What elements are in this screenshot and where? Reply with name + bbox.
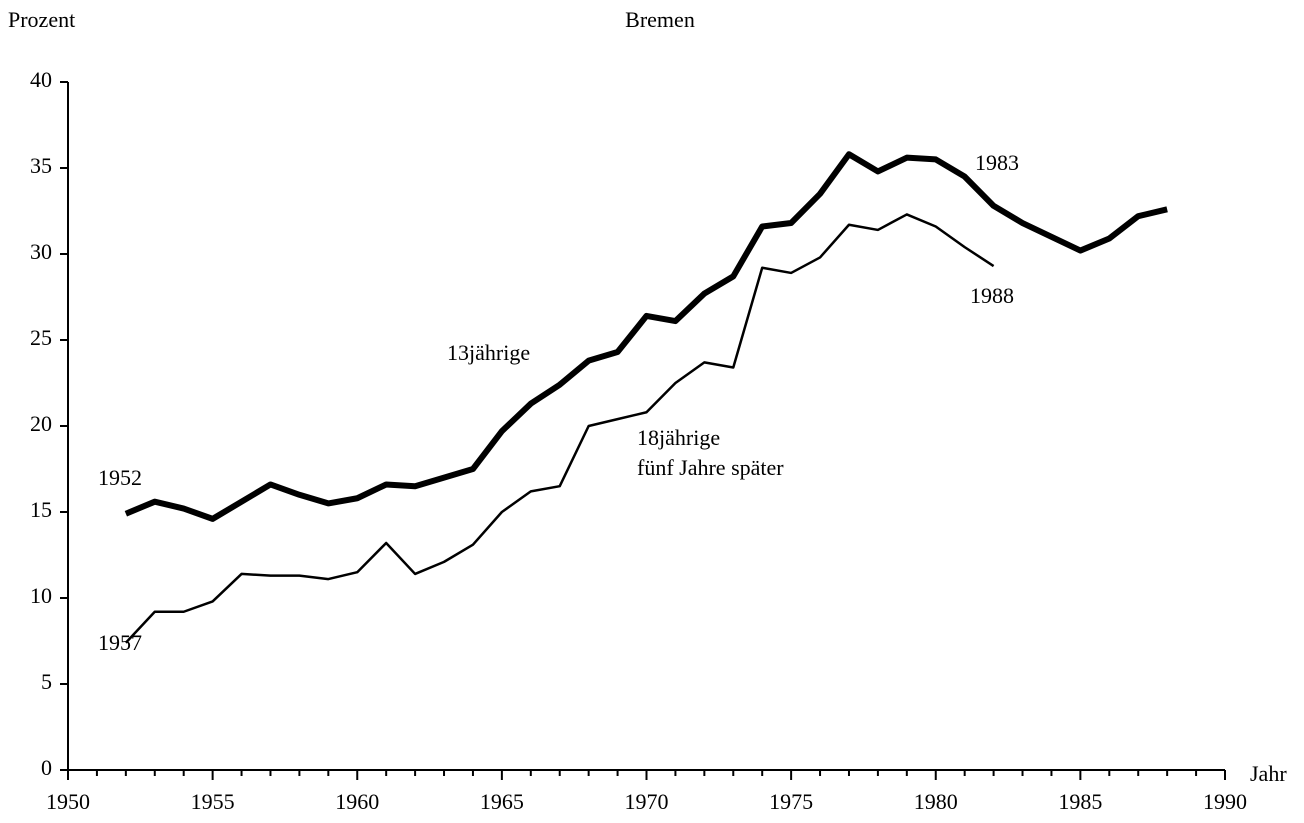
- y-tick-label: 15: [30, 497, 52, 522]
- annotation: 1952: [98, 465, 142, 490]
- x-tick-label: 1970: [625, 789, 669, 814]
- line-series: [124, 213, 995, 644]
- x-tick-label: 1990: [1203, 789, 1247, 814]
- x-tick-label: 1985: [1058, 789, 1102, 814]
- x-tick-label: 1980: [914, 789, 958, 814]
- line-series: [124, 151, 1168, 522]
- x-tick-label: 1965: [480, 789, 524, 814]
- annotation: 1988: [970, 283, 1014, 308]
- y-tick-label: 0: [41, 755, 52, 780]
- annotation: 1983: [975, 150, 1019, 175]
- y-tick-label: 30: [30, 239, 52, 264]
- y-tick-label: 20: [30, 411, 52, 436]
- chart-title: Bremen: [625, 7, 695, 32]
- y-tick-label: 5: [41, 669, 52, 694]
- y-tick-label: 25: [30, 325, 52, 350]
- y-axis-label: Prozent: [8, 7, 75, 32]
- x-tick-label: 1955: [191, 789, 235, 814]
- y-tick-label: 10: [30, 583, 52, 608]
- x-tick-label: 1950: [46, 789, 90, 814]
- series-label: 13jährige: [447, 340, 530, 365]
- y-tick-label: 40: [30, 67, 52, 92]
- annotation: fünf Jahre später: [637, 455, 784, 480]
- x-tick-label: 1960: [335, 789, 379, 814]
- y-tick-label: 35: [30, 153, 52, 178]
- annotation: 1957: [98, 630, 142, 655]
- series-label: 18jährige: [637, 425, 720, 450]
- x-axis-label: Jahr: [1250, 761, 1287, 786]
- x-tick-label: 1975: [769, 789, 813, 814]
